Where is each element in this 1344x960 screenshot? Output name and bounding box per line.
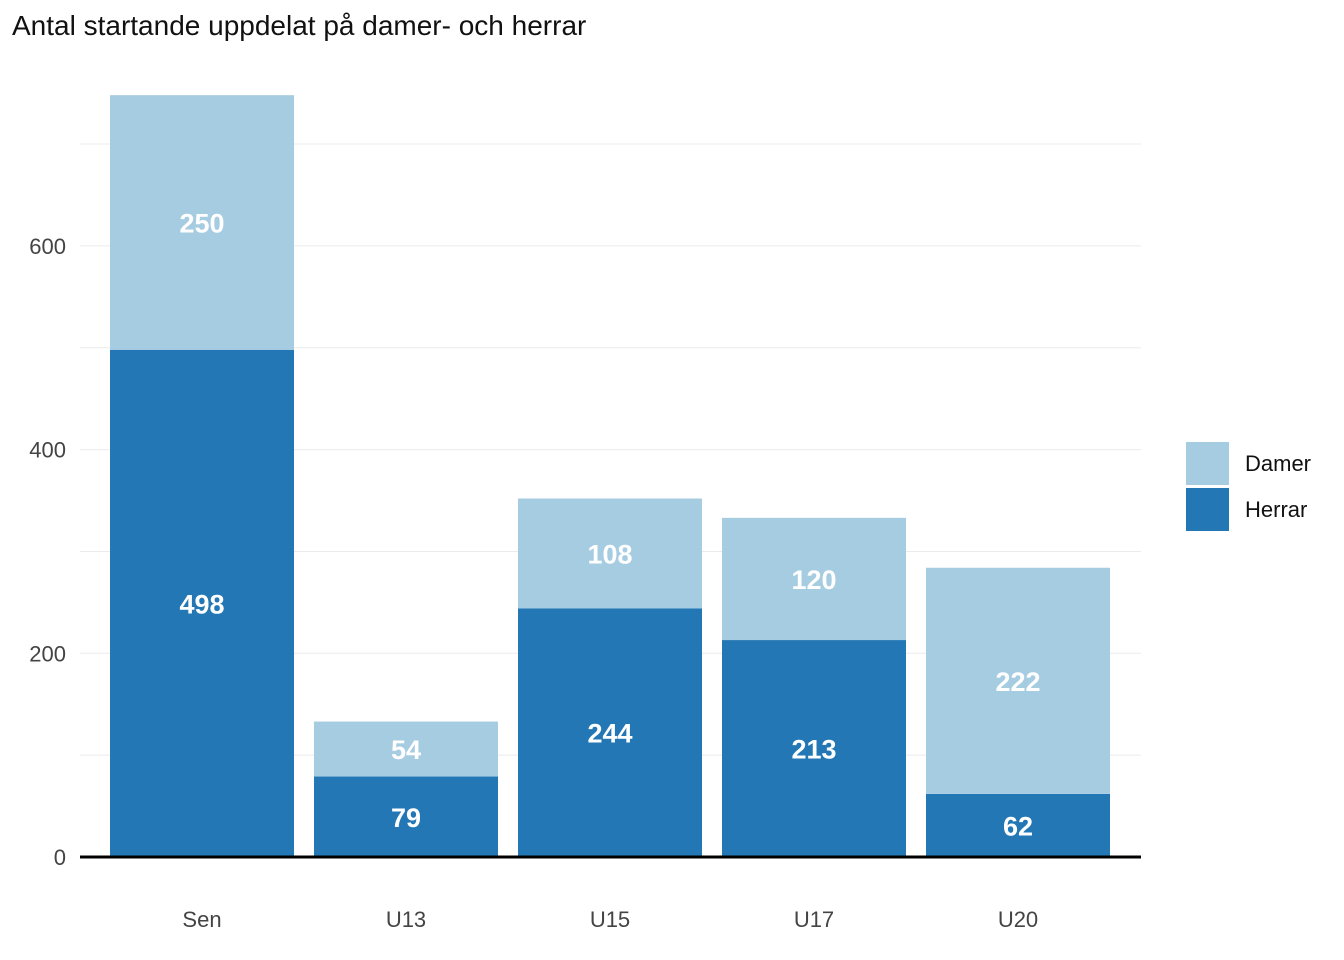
chart-title: Antal startande uppdelat på damer- och h… bbox=[12, 10, 587, 41]
legend-item-damer: Damer bbox=[1186, 442, 1311, 485]
bar-herrar-u15 bbox=[518, 608, 702, 857]
y-tick-label: 600 bbox=[29, 234, 66, 259]
x-tick-label: U17 bbox=[794, 907, 834, 932]
data-label: 79 bbox=[391, 803, 421, 833]
data-label: 213 bbox=[791, 735, 836, 765]
legend: Damer Herrar bbox=[1186, 442, 1311, 534]
bar-damer-u13 bbox=[314, 721, 498, 777]
bar-herrar-u20 bbox=[926, 793, 1110, 857]
legend-item-herrar: Herrar bbox=[1186, 488, 1311, 531]
bar-herrar-sen bbox=[110, 349, 294, 857]
data-label: 244 bbox=[587, 719, 632, 749]
legend-label-damer: Damer bbox=[1245, 450, 1312, 476]
bar-herrar-u13 bbox=[314, 776, 498, 857]
legend-swatch-damer bbox=[1186, 442, 1229, 485]
legend-swatch-herrar bbox=[1186, 488, 1229, 531]
legend-label-herrar: Herrar bbox=[1245, 496, 1308, 522]
data-label: 222 bbox=[995, 667, 1040, 697]
y-tick-label: 200 bbox=[29, 641, 66, 666]
x-tick-label: Sen bbox=[182, 907, 221, 932]
x-tick-label: U20 bbox=[998, 907, 1038, 932]
bar-damer-sen bbox=[110, 95, 294, 350]
y-tick-label: 400 bbox=[29, 438, 66, 463]
data-label: 54 bbox=[391, 735, 421, 765]
data-label: 250 bbox=[179, 208, 224, 238]
bar-damer-u20 bbox=[926, 567, 1110, 794]
data-label: 498 bbox=[179, 589, 224, 619]
y-tick-label: 0 bbox=[54, 845, 66, 870]
bar-damer-u17 bbox=[722, 517, 906, 641]
bar-damer-u15 bbox=[518, 498, 702, 609]
x-tick-label: U13 bbox=[386, 907, 426, 932]
data-label: 62 bbox=[1003, 811, 1033, 841]
data-label: 108 bbox=[587, 539, 632, 569]
x-tick-label: U15 bbox=[590, 907, 630, 932]
bar-herrar-u17 bbox=[722, 640, 906, 857]
data-label: 120 bbox=[791, 565, 836, 595]
